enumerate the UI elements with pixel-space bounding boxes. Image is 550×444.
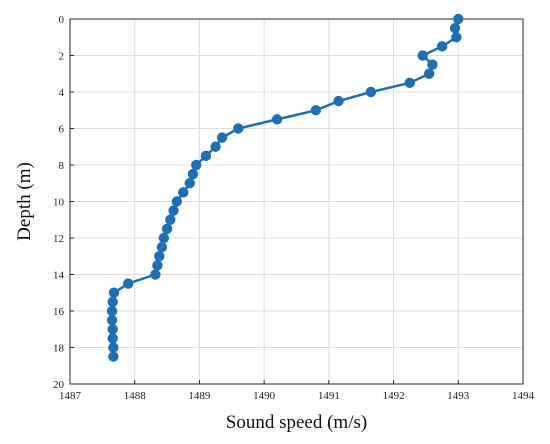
x-tick-label: 1490 bbox=[253, 390, 276, 402]
data-point bbox=[404, 77, 415, 89]
data-point bbox=[423, 68, 435, 79]
y-tick-label: 6 bbox=[59, 124, 65, 136]
data-point bbox=[417, 50, 428, 61]
data-point bbox=[436, 41, 448, 52]
data-point bbox=[449, 22, 461, 34]
y-axis-title: Depth (m) bbox=[14, 162, 35, 241]
x-tick-label: 1489 bbox=[188, 390, 211, 402]
data-point bbox=[150, 269, 161, 280]
data-point bbox=[190, 159, 202, 171]
x-tick-label: 1491 bbox=[318, 390, 340, 402]
data-series bbox=[106, 13, 464, 362]
data-point bbox=[152, 260, 163, 271]
data-point bbox=[108, 287, 120, 298]
x-tick-label: 1492 bbox=[383, 390, 405, 402]
data-point bbox=[106, 314, 118, 326]
data-point bbox=[161, 223, 173, 235]
data-point bbox=[123, 278, 134, 289]
y-tick-label: 2 bbox=[59, 51, 65, 63]
y-tick-label: 4 bbox=[59, 87, 65, 99]
data-point bbox=[427, 59, 438, 70]
grid-lines bbox=[69, 18, 524, 385]
data-point bbox=[108, 351, 119, 362]
y-tick-label: 0 bbox=[59, 14, 65, 26]
x-axis-title: Sound speed (m/s) bbox=[226, 412, 367, 433]
data-point bbox=[108, 342, 119, 353]
data-point bbox=[184, 178, 195, 189]
data-point bbox=[310, 105, 322, 116]
data-point bbox=[453, 13, 464, 25]
data-point bbox=[451, 32, 462, 43]
data-point bbox=[154, 251, 165, 262]
y-tick-label: 18 bbox=[53, 343, 65, 355]
y-tick-label: 14 bbox=[53, 270, 65, 282]
data-point bbox=[200, 150, 212, 162]
data-point bbox=[178, 187, 189, 198]
y-tick-label: 12 bbox=[53, 233, 64, 245]
series-line bbox=[110, 18, 460, 357]
y-tick-label: 20 bbox=[53, 379, 65, 391]
y-tick-label: 8 bbox=[59, 160, 65, 172]
data-point bbox=[107, 333, 118, 344]
data-point bbox=[365, 86, 377, 98]
x-tick-label: 1488 bbox=[124, 390, 147, 402]
x-tick-label: 1493 bbox=[447, 390, 470, 402]
data-point bbox=[233, 123, 244, 134]
axis-ticks: 1487 1488 1489 1490 1491 1492 1493 1494 0 2 4 6 8 10 1… bbox=[53, 14, 535, 402]
y-tick-label: 10 bbox=[53, 197, 65, 209]
data-point bbox=[210, 141, 221, 152]
x-tick-label: 1494 bbox=[512, 390, 535, 402]
data-point bbox=[271, 114, 283, 125]
data-point bbox=[106, 305, 118, 317]
data-point bbox=[216, 132, 228, 143]
data-point bbox=[107, 324, 118, 335]
data-point bbox=[333, 95, 344, 107]
data-point bbox=[168, 205, 179, 216]
y-tick-label: 16 bbox=[53, 306, 65, 318]
x-tick-label: 1487 bbox=[59, 390, 82, 402]
data-point bbox=[171, 196, 182, 207]
data-point bbox=[107, 296, 118, 308]
data-point bbox=[158, 232, 170, 244]
data-point bbox=[156, 241, 168, 253]
data-point bbox=[187, 168, 199, 180]
data-point bbox=[165, 214, 176, 225]
